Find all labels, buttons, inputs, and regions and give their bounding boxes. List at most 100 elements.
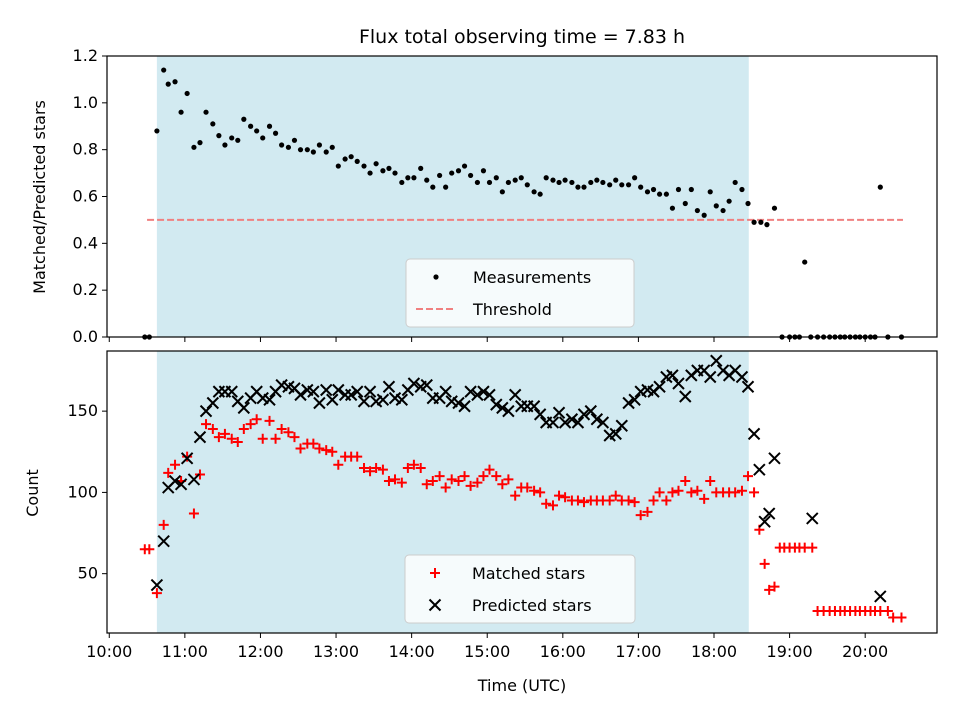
matched-star-marker <box>446 474 457 485</box>
measurement-point <box>178 109 184 115</box>
measurement-point <box>216 133 222 139</box>
predicted-star-marker <box>710 354 723 367</box>
measurement-point <box>650 186 657 193</box>
matched-star-marker <box>635 510 646 521</box>
matched-star-marker <box>686 487 697 498</box>
measurement-point <box>285 144 292 150</box>
measurement-point <box>172 79 178 85</box>
measurement-point <box>562 177 568 183</box>
predicted-star-marker <box>332 383 345 397</box>
predicted-star-marker <box>458 400 471 413</box>
matched-star-marker <box>238 424 249 435</box>
matched-star-marker <box>295 443 306 454</box>
series-2-markers <box>150 354 887 603</box>
measurement-point <box>625 182 632 188</box>
x-tick-label: 19:00 <box>767 642 813 661</box>
predicted-star-marker <box>174 478 188 491</box>
predicted-star-marker <box>206 396 220 410</box>
measurement-point <box>430 184 436 190</box>
matched-star-marker <box>276 424 287 435</box>
predicted-star-marker <box>584 404 597 418</box>
predicted-star-marker <box>672 377 685 390</box>
measurement-point <box>512 177 518 183</box>
measurement-point <box>461 163 468 169</box>
measurement-point <box>455 168 462 174</box>
measurement-point <box>675 186 682 193</box>
ratio-panel: 0.0 0.2 0.4 0.6 0.8 1.0 1.2 Measurements Thresho… <box>73 46 938 346</box>
matched-star-marker <box>629 497 640 508</box>
y-tick-label: 100 <box>67 482 98 501</box>
predicted-star-marker <box>596 416 610 429</box>
measurement-point <box>392 170 398 176</box>
measurement-point <box>663 191 669 197</box>
measurement-point <box>537 191 543 197</box>
predicted-star-marker <box>407 377 421 390</box>
matched-star-marker <box>554 490 565 501</box>
predicted-star-marker <box>363 385 377 398</box>
measurement-point <box>449 170 455 176</box>
x-tick-label: 10:00 <box>86 642 132 661</box>
measurement-point <box>354 158 360 164</box>
predicted-star-marker <box>452 396 465 410</box>
measurement-point <box>764 222 770 228</box>
matched-star-marker <box>654 487 665 498</box>
predicted-star-marker <box>237 401 251 415</box>
legend-matched-swatch <box>430 568 440 578</box>
measurement-point <box>588 179 594 186</box>
measurement-point <box>335 163 341 169</box>
legend-predicted-swatch <box>428 598 442 612</box>
predicted-star-marker <box>439 385 452 398</box>
predicted-star-marker <box>747 427 761 441</box>
matched-star-marker <box>327 446 338 457</box>
measurement-point <box>802 259 808 265</box>
matched-star-marker <box>743 471 754 482</box>
matched-star-marker <box>270 433 281 444</box>
measurement-point <box>688 186 694 193</box>
matched-star-marker <box>226 433 237 444</box>
measurement-point <box>694 207 700 214</box>
measurement-point <box>229 135 235 141</box>
measurement-point <box>222 142 228 148</box>
measurement-point <box>613 177 619 183</box>
matched-star-marker <box>623 495 634 506</box>
y-tick-label: 150 <box>67 401 98 420</box>
measurement-point <box>745 200 751 207</box>
y-tick-label: 1.0 <box>73 93 98 112</box>
measurement-point <box>342 156 348 162</box>
predicted-star-marker <box>768 452 781 465</box>
predicted-star-marker <box>622 396 635 410</box>
measurement-point <box>505 179 511 186</box>
x-tick-label: 17:00 <box>615 642 661 661</box>
measurement-point <box>260 135 266 141</box>
matched-star-marker <box>365 466 376 477</box>
matched-star-marker <box>491 471 502 482</box>
measurement-point <box>594 177 600 183</box>
measurement-point <box>197 140 203 146</box>
matched-star-marker <box>144 544 155 555</box>
measurement-point <box>386 165 392 171</box>
matched-star-marker <box>604 495 615 506</box>
x-axis-label: Time (UTC) <box>477 676 566 695</box>
predicted-star-marker <box>471 388 484 402</box>
matched-star-marker <box>264 415 275 426</box>
predicted-star-marker <box>483 388 496 402</box>
matched-star-marker <box>610 490 621 501</box>
x-tick-label: 11:00 <box>162 642 208 661</box>
matched-star-marker <box>383 476 394 487</box>
measurement-point <box>323 149 329 155</box>
matched-star-marker <box>667 487 678 498</box>
y-tick-label: 0.0 <box>73 327 98 346</box>
measurement-point <box>669 205 676 211</box>
measurement-point <box>543 175 549 181</box>
measurement-point <box>235 137 241 143</box>
matched-star-marker <box>158 519 169 530</box>
y-tick-label: 0.4 <box>73 233 98 252</box>
x-tick-label: 15:00 <box>464 642 510 661</box>
matched-star-marker <box>251 414 262 425</box>
measurement-point <box>161 67 167 73</box>
measurement-point <box>191 144 197 150</box>
measurement-point <box>310 149 316 155</box>
predicted-star-marker <box>225 385 238 398</box>
predicted-star-marker <box>577 408 591 421</box>
matched-star-marker <box>572 495 583 506</box>
